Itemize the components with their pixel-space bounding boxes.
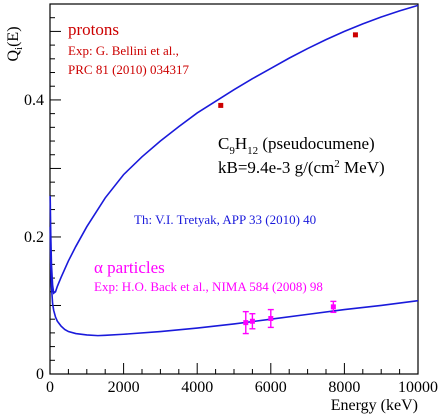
x-axis-title: Energy (keV): [331, 397, 418, 414]
kb-prefix: kB=9.4e-3 g/(cm: [218, 158, 334, 177]
material-c-sub: 9: [229, 145, 235, 157]
proton-data-point: [218, 102, 224, 108]
x-tick-label: 0: [46, 379, 54, 396]
material-name: (pseudocumene): [258, 134, 375, 153]
axis-ticks: 0 2000 4000 6000 8000 10000 0.2 0.4 0: [24, 17, 438, 396]
protons-label: protons: [68, 20, 119, 39]
proton-data-point: [352, 32, 358, 38]
alpha-data-point: [267, 308, 274, 329]
alpha-exp: Exp: H.O. Back et al., NIMA 584 (2008) 9…: [94, 279, 323, 294]
kb-suffix: MeV): [340, 158, 385, 177]
material-h-sub: 12: [247, 145, 258, 157]
x-tick-label: 2000: [108, 379, 140, 396]
proton-curve: [49, 4, 419, 295]
y-tick-label-zero: 0: [36, 366, 44, 383]
y-tick-label: 0.2: [24, 229, 44, 246]
alpha-label: α particles: [94, 258, 165, 277]
alpha-symbol: α: [94, 258, 103, 277]
y-axis-title-sub: i: [13, 47, 25, 50]
alpha-data-point: [330, 300, 337, 314]
material-h: H: [235, 134, 247, 153]
alpha-curve: [49, 226, 419, 337]
material-formula: C9H12 (pseudocumene): [218, 134, 375, 157]
theory-label: Th: V.I. Tretyak, APP 33 (2010) 40: [134, 212, 316, 227]
theory-curves: [49, 4, 419, 337]
plot-frame: [49, 3, 419, 375]
y-tick-label: 0.4: [24, 92, 44, 109]
kb-sup: 2: [334, 158, 340, 170]
x-tick-label: 4000: [181, 379, 213, 396]
x-tick-label: 10000: [398, 379, 438, 396]
x-tick-label: 6000: [255, 379, 287, 396]
y-axis-title-main: Q: [5, 50, 22, 62]
alpha-text: particles: [103, 258, 165, 277]
alpha-data-point: [249, 313, 256, 330]
kb-value: kB=9.4e-3 g/(cm2 MeV): [218, 158, 385, 177]
y-axis-title-tail: (E): [5, 26, 22, 46]
alpha-data-point: [242, 310, 249, 335]
material-c: C: [218, 134, 229, 153]
protons-exp-line2: PRC 81 (2010) 034317: [68, 62, 189, 77]
protons-exp-line1: Exp: G. Bellini et al.,: [68, 43, 179, 58]
x-tick-label: 8000: [328, 379, 360, 396]
experimental-points: [218, 32, 358, 335]
y-axis-title: Qi(E): [5, 26, 25, 61]
